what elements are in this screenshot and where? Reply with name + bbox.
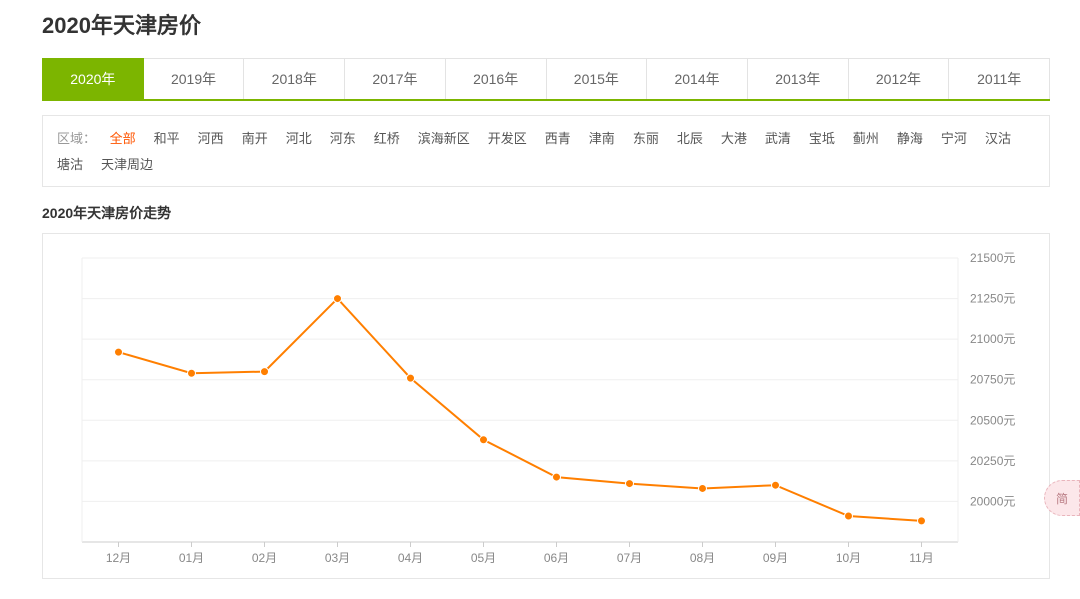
float-button[interactable]: 简 <box>1044 480 1080 516</box>
year-tab[interactable]: 2017年 <box>345 58 446 99</box>
region-item[interactable]: 宝坻 <box>809 126 835 152</box>
year-tab[interactable]: 2018年 <box>244 58 345 99</box>
region-item[interactable]: 静海 <box>897 126 923 152</box>
region-filter: 区域： 全部和平河西南开河北河东红桥滨海新区开发区西青津南东丽北辰大港武清宝坻蓟… <box>42 115 1050 187</box>
region-list: 全部和平河西南开河北河东红桥滨海新区开发区西青津南东丽北辰大港武清宝坻蓟州静海宁… <box>57 131 1029 172</box>
year-tab[interactable]: 2019年 <box>144 58 245 99</box>
svg-text:11月: 11月 <box>909 551 933 565</box>
region-item[interactable]: 河北 <box>286 126 312 152</box>
region-item[interactable]: 南开 <box>242 126 268 152</box>
year-tab[interactable]: 2011年 <box>949 58 1050 99</box>
region-item[interactable]: 津南 <box>589 126 615 152</box>
region-item[interactable]: 河东 <box>330 126 356 152</box>
svg-text:08月: 08月 <box>690 551 715 565</box>
region-item[interactable]: 汉沽 <box>985 126 1011 152</box>
svg-text:03月: 03月 <box>325 551 350 565</box>
svg-text:21000元: 21000元 <box>970 332 1015 346</box>
region-item[interactable]: 滨海新区 <box>418 126 470 152</box>
svg-text:06月: 06月 <box>544 551 569 565</box>
region-item[interactable]: 红桥 <box>374 126 400 152</box>
year-tab[interactable]: 2015年 <box>547 58 648 99</box>
svg-text:09月: 09月 <box>763 551 788 565</box>
year-tab[interactable]: 2013年 <box>748 58 849 99</box>
region-item[interactable]: 全部 <box>110 126 136 152</box>
region-item[interactable]: 北辰 <box>677 126 703 152</box>
chart-title: 2020年天津房价走势 <box>42 203 1050 223</box>
page-title: 2020年天津房价 <box>42 8 1050 40</box>
year-tabs: 2020年2019年2018年2017年2016年2015年2014年2013年… <box>42 58 1050 101</box>
chart-container: 20000元 20250元 20500元 20750元 21000元 21250元 2150… <box>42 233 1050 579</box>
region-item[interactable]: 蓟州 <box>853 126 879 152</box>
svg-text:10月: 10月 <box>836 551 861 565</box>
svg-text:20500元: 20500元 <box>970 413 1015 427</box>
svg-text:01月: 01月 <box>179 551 204 565</box>
svg-text:12月: 12月 <box>106 551 131 565</box>
svg-text:07月: 07月 <box>617 551 642 565</box>
svg-text:02月: 02月 <box>252 551 277 565</box>
year-tab[interactable]: 2020年 <box>42 58 144 99</box>
year-tab[interactable]: 2016年 <box>446 58 547 99</box>
region-item[interactable]: 武清 <box>765 126 791 152</box>
region-item[interactable]: 宁河 <box>941 126 967 152</box>
region-item[interactable]: 天津周边 <box>101 152 153 178</box>
region-item[interactable]: 大港 <box>721 126 747 152</box>
region-item[interactable]: 塘沽 <box>57 152 83 178</box>
svg-text:20750元: 20750元 <box>970 373 1015 387</box>
svg-text:21500元: 21500元 <box>970 251 1015 265</box>
region-label: 区域： <box>57 131 96 146</box>
svg-text:04月: 04月 <box>398 551 423 565</box>
svg-text:20000元: 20000元 <box>970 494 1015 508</box>
year-tab[interactable]: 2012年 <box>849 58 950 99</box>
year-tab[interactable]: 2014年 <box>647 58 748 99</box>
region-item[interactable]: 河西 <box>198 126 224 152</box>
price-trend-chart: 20000元 20250元 20500元 20750元 21000元 21250元 2150… <box>53 244 1043 574</box>
region-item[interactable]: 西青 <box>545 126 571 152</box>
svg-text:05月: 05月 <box>471 551 496 565</box>
region-item[interactable]: 和平 <box>154 126 180 152</box>
region-item[interactable]: 开发区 <box>488 126 527 152</box>
svg-text:20250元: 20250元 <box>970 454 1015 468</box>
region-item[interactable]: 东丽 <box>633 126 659 152</box>
svg-text:21250元: 21250元 <box>970 292 1015 306</box>
